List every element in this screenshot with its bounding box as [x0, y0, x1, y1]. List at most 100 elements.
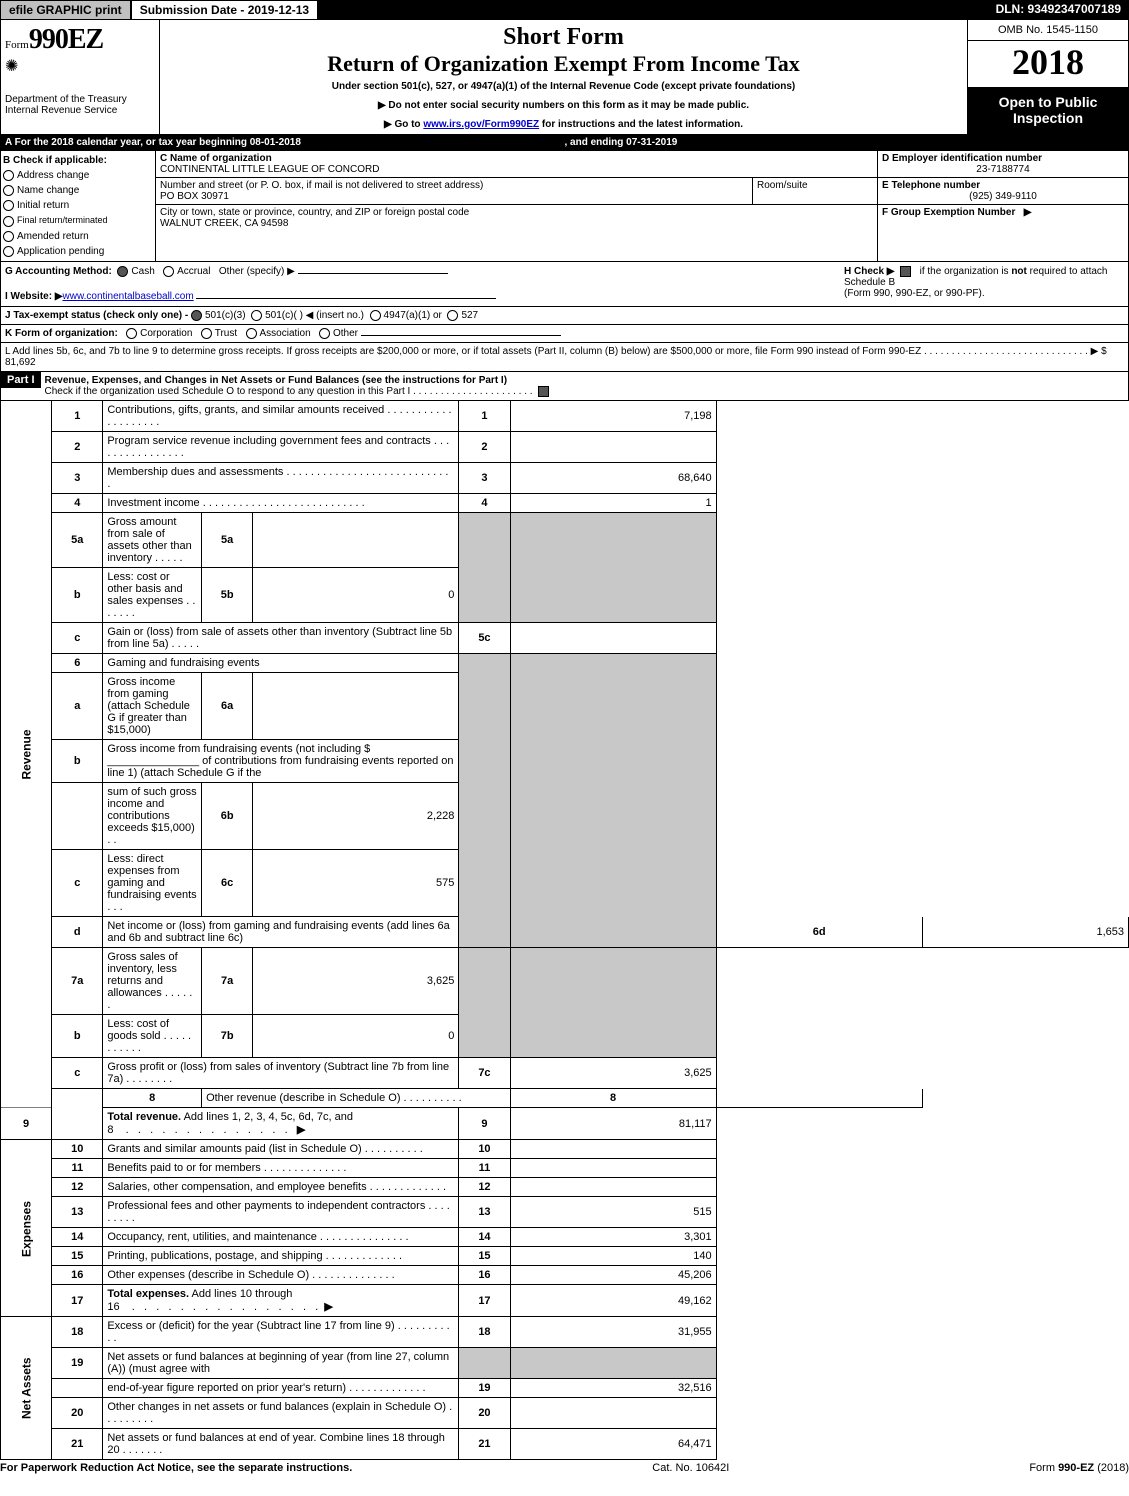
line-right-val [510, 623, 716, 654]
line-desc: Other expenses (describe in Schedule O) … [103, 1266, 459, 1285]
h-text3: (Form 990, 990-EZ, or 990-PF). [844, 288, 985, 299]
line-num: b [52, 740, 103, 783]
line-num [52, 1379, 103, 1398]
line-right-num: 20 [459, 1398, 510, 1429]
radio-assoc[interactable] [246, 328, 257, 339]
radio-4947[interactable] [370, 310, 381, 321]
h-checkbox[interactable] [900, 266, 911, 277]
website-link[interactable]: www.continentalbaseball.com [63, 291, 194, 302]
c-label: C Name of organization [160, 153, 873, 164]
table-row: 20 Other changes in net assets or fund b… [1, 1398, 1129, 1429]
line-mid-val: 0 [253, 568, 459, 623]
table-row: 3 Membership dues and assessments . . . … [1, 463, 1129, 494]
line-desc: Total expenses. Add lines 10 through 16 … [103, 1285, 459, 1317]
footer-center: Cat. No. 10642I [652, 1462, 729, 1474]
line-desc: end-of-year figure reported on prior yea… [103, 1379, 459, 1398]
check-if-applicable: B Check if applicable: Address change Na… [1, 151, 156, 261]
row-street: Number and street (or P. O. box, if mail… [156, 178, 877, 205]
table-row: 6 Gaming and fundraising events [1, 654, 1129, 673]
footer: For Paperwork Reduction Act Notice, see … [0, 1460, 1129, 1476]
line-right-num: 21 [459, 1429, 510, 1460]
city-label: City or town, state or province, country… [160, 207, 469, 218]
line-mid-num: 7b [202, 1015, 253, 1058]
shaded-cell [459, 948, 510, 1058]
table-row: end-of-year figure reported on prior yea… [1, 1379, 1129, 1398]
opt-name-change[interactable]: Name change [3, 183, 153, 198]
line-right-val: 45,206 [510, 1266, 716, 1285]
side-revenue-cont [52, 1089, 103, 1140]
shaded-cell [510, 654, 716, 948]
table-row: Net Assets 18 Excess or (deficit) for th… [1, 1317, 1129, 1348]
opt-amended-return[interactable]: Amended return [3, 229, 153, 244]
efile-print-button[interactable]: efile GRAPHIC print [0, 0, 131, 20]
radio-corp[interactable] [126, 328, 137, 339]
dln-label: DLN: 93492347007189 [988, 0, 1129, 20]
line-num: c [52, 1058, 103, 1089]
line-right-val: 1 [510, 494, 716, 513]
line-right-num: 15 [459, 1247, 510, 1266]
opt-name-change-label: Name change [17, 185, 79, 196]
radio-accrual[interactable] [163, 266, 174, 277]
k-other-blank[interactable] [361, 335, 561, 336]
line-i: I Website: ▶www.continentalbaseball.com [5, 291, 844, 302]
g-other-blank[interactable] [298, 273, 448, 274]
section-j: J Tax-exempt status (check only one) - 5… [0, 307, 1129, 325]
line-num: b [52, 1015, 103, 1058]
form-number: 990EZ [29, 24, 103, 55]
table-row: 16 Other expenses (describe in Schedule … [1, 1266, 1129, 1285]
f-label: F Group Exemption Number [882, 207, 1015, 218]
line-desc: Grants and similar amounts paid (list in… [103, 1140, 459, 1159]
line-desc: Contributions, gifts, grants, and simila… [103, 401, 459, 432]
part1-checkbox[interactable] [538, 386, 549, 397]
irs-link[interactable]: www.irs.gov/Form990EZ [423, 119, 539, 130]
radio-527[interactable] [447, 310, 458, 321]
table-row: c Gain or (loss) from sale of assets oth… [1, 623, 1129, 654]
header-left: Form990EZ ✺ Department of the Treasury I… [1, 20, 160, 134]
table-row: 11 Benefits paid to or for members . . .… [1, 1159, 1129, 1178]
line-right-val [510, 1159, 716, 1178]
line-mid-num: 7a [202, 948, 253, 1015]
line-h: H Check ▶ if the organization is not req… [844, 266, 1124, 302]
opt-address-change[interactable]: Address change [3, 168, 153, 183]
radio-501c[interactable] [251, 310, 262, 321]
radio-trust[interactable] [201, 328, 212, 339]
c-value: CONTINENTAL LITTLE LEAGUE OF CONCORD [160, 164, 873, 175]
g-other-label: Other (specify) ▶ [219, 266, 295, 277]
radio-cash[interactable] [117, 266, 128, 277]
line-right-num: 16 [459, 1266, 510, 1285]
line-right-val: 140 [510, 1247, 716, 1266]
side-expenses: Expenses [1, 1140, 52, 1317]
j-label: J Tax-exempt status (check only one) - [5, 310, 191, 321]
part1-check-text: Check if the organization used Schedule … [45, 386, 533, 397]
line-num: 11 [52, 1159, 103, 1178]
line-num [52, 783, 103, 850]
line-g: G Accounting Method: Cash Accrual Other … [5, 266, 844, 277]
line-right-val: 49,162 [510, 1285, 716, 1317]
table-row: 12 Salaries, other compensation, and emp… [1, 1178, 1129, 1197]
line-a-begin: A For the 2018 calendar year, or tax yea… [5, 137, 565, 148]
opt-application-pending[interactable]: Application pending [3, 244, 153, 259]
j-o4-label: 527 [461, 310, 478, 321]
line-right-num: 1 [459, 401, 510, 432]
opt-initial-return[interactable]: Initial return [3, 198, 153, 213]
top-bar: efile GRAPHIC print Submission Date - 20… [0, 0, 1129, 20]
part1-desc: Revenue, Expenses, and Changes in Net As… [41, 372, 1128, 400]
line-num: 8 [103, 1089, 202, 1108]
h-not: not [1011, 266, 1027, 277]
radio-other[interactable] [319, 328, 330, 339]
street-label: Number and street (or P. O. box, if mail… [160, 180, 752, 191]
line-right-num: 4 [459, 494, 510, 513]
opt-final-return[interactable]: Final return/terminated [3, 213, 153, 228]
part1-header-row: Part I Revenue, Expenses, and Changes in… [0, 372, 1129, 401]
line-right-num: 7c [459, 1058, 510, 1089]
line-num: d [52, 917, 103, 948]
line-right-val [510, 1178, 716, 1197]
line-mid-num: 6b [202, 783, 253, 850]
radio-501c3[interactable] [191, 310, 202, 321]
table-row: Expenses 10 Grants and similar amounts p… [1, 1140, 1129, 1159]
line-desc: Gross income from fundraising events (no… [103, 740, 459, 783]
omb-number: OMB No. 1545-1150 [968, 20, 1128, 41]
table-row: c Gross profit or (loss) from sales of i… [1, 1058, 1129, 1089]
line-num: c [52, 623, 103, 654]
form-prefix: Form [5, 39, 29, 51]
